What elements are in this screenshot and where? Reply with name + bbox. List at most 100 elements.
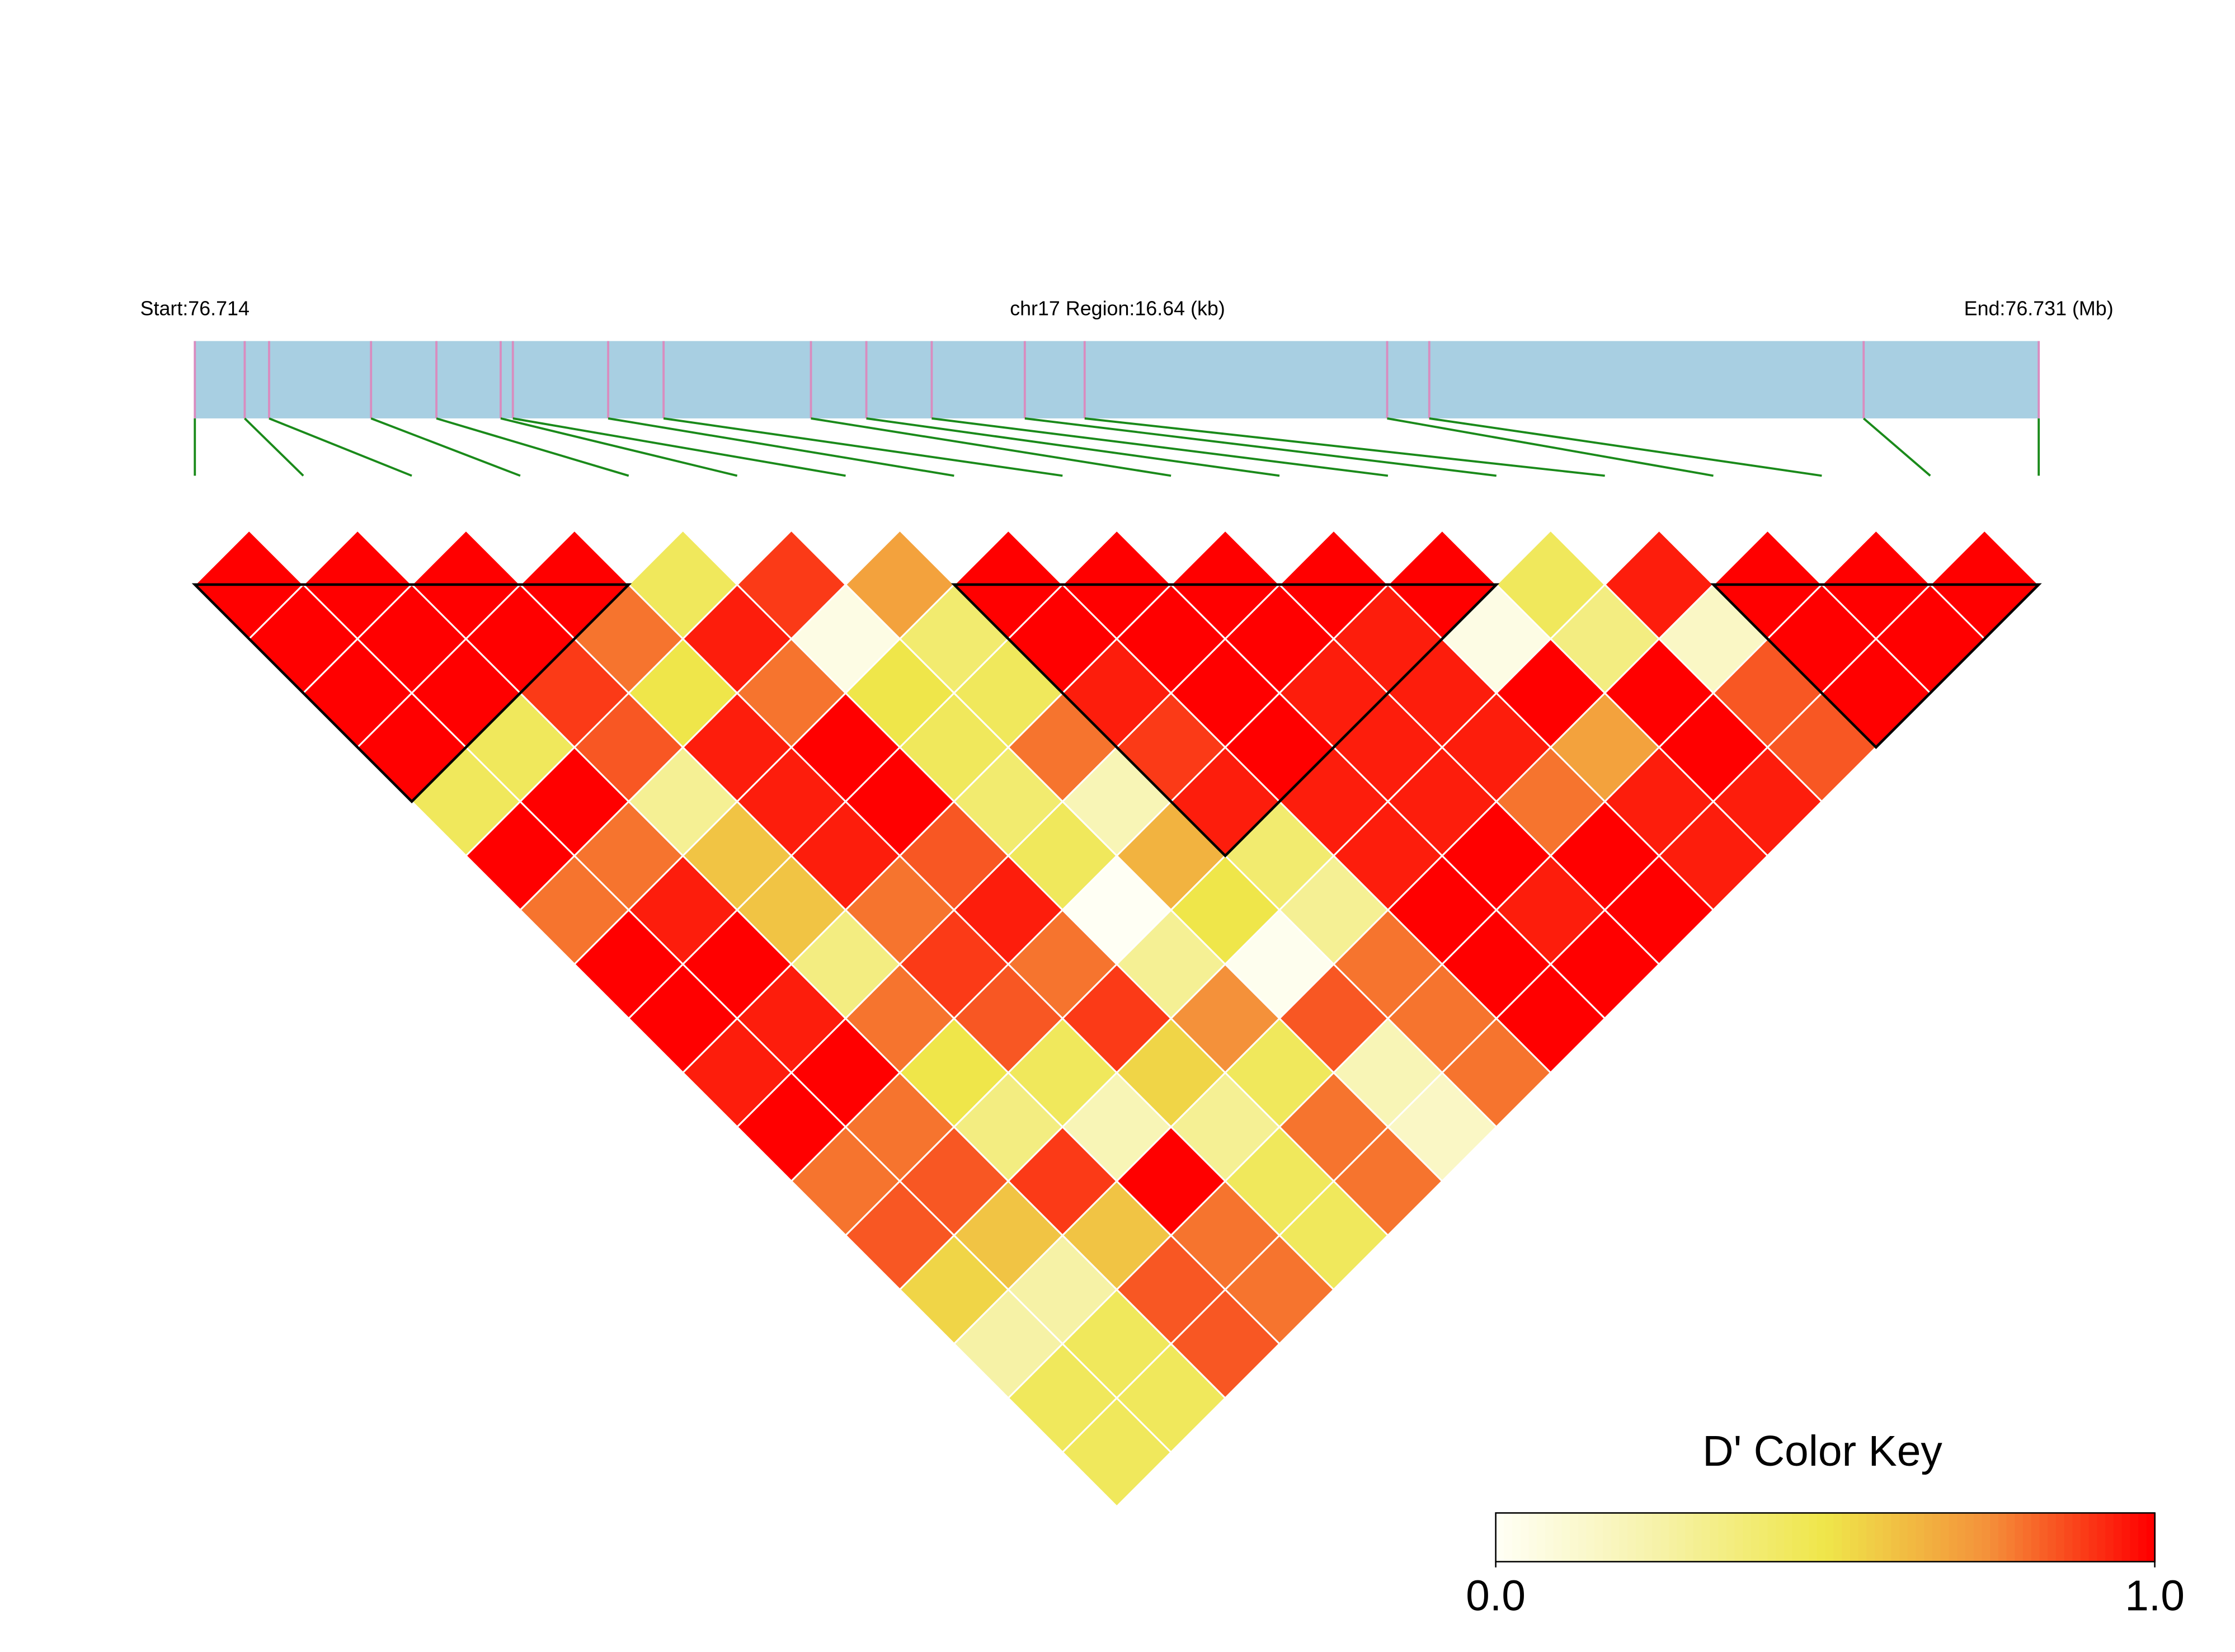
key-swatch xyxy=(1701,1513,1711,1562)
key-swatch xyxy=(1726,1513,1736,1562)
key-swatch xyxy=(1578,1513,1588,1562)
key-frame xyxy=(1495,1512,2156,1562)
key-swatch xyxy=(1537,1513,1546,1562)
snp-connector xyxy=(1084,417,1605,477)
snp-connector xyxy=(1429,417,1822,477)
key-title: D' Color Key xyxy=(1702,1427,1942,1475)
key-swatch xyxy=(1792,1513,1801,1562)
key-swatch xyxy=(1767,1513,1777,1562)
key-swatch xyxy=(1734,1513,1744,1562)
key-swatch xyxy=(2064,1513,2073,1562)
snp-connector xyxy=(500,417,738,477)
key-swatch xyxy=(1776,1513,1785,1562)
ld-block xyxy=(951,583,1500,858)
key-swatch xyxy=(1495,1513,1505,1562)
key-swatch xyxy=(1924,1513,1933,1562)
key-swatch xyxy=(2105,1513,2115,1562)
key-swatch xyxy=(2130,1513,2139,1562)
key-swatch xyxy=(1759,1513,1769,1562)
key-swatch xyxy=(1883,1513,1892,1562)
key-swatch xyxy=(2081,1513,2090,1562)
snp-connector xyxy=(1387,417,1714,477)
key-swatch xyxy=(1553,1513,1563,1562)
key-swatch xyxy=(1644,1513,1653,1562)
ld-block xyxy=(191,583,632,803)
key-swatch xyxy=(1619,1513,1629,1562)
key-swatch xyxy=(2138,1513,2148,1562)
key-swatch xyxy=(1998,1513,2008,1562)
key-swatch xyxy=(1635,1513,1645,1562)
key-swatch xyxy=(2015,1513,2024,1562)
key-swatch xyxy=(2055,1513,2065,1562)
key-swatch xyxy=(1751,1513,1761,1562)
region-bar xyxy=(195,341,2039,418)
key-swatch xyxy=(1842,1513,1851,1562)
key-swatch xyxy=(1800,1513,1810,1562)
key-swatch xyxy=(1594,1513,1604,1562)
key-swatch xyxy=(1718,1513,1728,1562)
key-swatch xyxy=(1677,1513,1686,1562)
key-swatch xyxy=(1668,1513,1678,1562)
snp-connector xyxy=(244,417,304,477)
key-swatch xyxy=(1932,1513,1942,1562)
snp-connector xyxy=(1862,417,1931,477)
snp-connector xyxy=(608,417,954,477)
key-swatch xyxy=(1685,1513,1695,1562)
key-swatch xyxy=(1891,1513,1900,1562)
key-swatch xyxy=(1710,1513,1719,1562)
key-swatch xyxy=(1965,1513,1975,1562)
key-swatch xyxy=(1990,1513,1999,1562)
snp-connector xyxy=(370,417,521,477)
snp-connector xyxy=(663,417,1063,477)
key-swatch xyxy=(2072,1513,2082,1562)
key-swatch xyxy=(1907,1513,1917,1562)
snp-connector xyxy=(811,417,1171,477)
key-swatch xyxy=(1809,1513,1818,1562)
snp-connector xyxy=(931,417,1389,477)
key-swatch xyxy=(2097,1513,2106,1562)
key-swatch xyxy=(1693,1513,1703,1562)
region-label: chr17 Region:16.64 (kb) xyxy=(1010,298,1225,320)
key-swatch xyxy=(2031,1513,2040,1562)
snp-connector xyxy=(866,417,1280,477)
key-swatch xyxy=(2022,1513,2032,1562)
key-swatch xyxy=(1652,1513,1662,1562)
key-swatch xyxy=(2113,1513,2123,1562)
key-swatch xyxy=(1545,1513,1555,1562)
key-swatch xyxy=(1973,1513,1983,1562)
key-swatch xyxy=(1784,1513,1794,1562)
key-swatch xyxy=(2088,1513,2098,1562)
key-swatch xyxy=(1504,1513,1513,1562)
key-swatch xyxy=(2006,1513,2016,1562)
key-swatch xyxy=(1899,1513,1909,1562)
key-swatch xyxy=(2048,1513,2057,1562)
key-tick-label: 1.0 xyxy=(2125,1572,2185,1620)
key-swatch xyxy=(1520,1513,1530,1562)
key-swatch xyxy=(2146,1513,2156,1562)
key-swatch xyxy=(1660,1513,1670,1562)
end-label: End:76.731 (Mb) xyxy=(1964,298,2114,320)
key-swatch xyxy=(1561,1513,1571,1562)
key-swatch xyxy=(1627,1513,1637,1562)
start-label: Start:76.714 xyxy=(140,298,250,320)
key-swatch xyxy=(1858,1513,1867,1562)
key-swatch xyxy=(1833,1513,1843,1562)
snp-connector xyxy=(269,417,412,477)
key-swatch xyxy=(1570,1513,1579,1562)
key-tick-label: 0.0 xyxy=(1466,1572,1526,1620)
key-swatch xyxy=(1982,1513,1991,1562)
key-swatch xyxy=(1528,1513,1538,1562)
key-swatch xyxy=(2039,1513,2049,1562)
snp-connector xyxy=(436,417,629,477)
key-swatch xyxy=(1850,1513,1860,1562)
snp-connector xyxy=(1024,417,1497,477)
key-swatch xyxy=(2121,1513,2131,1562)
key-swatch xyxy=(1916,1513,1925,1562)
key-swatch xyxy=(1603,1513,1612,1562)
key-swatch xyxy=(1611,1513,1620,1562)
key-swatch xyxy=(1874,1513,1884,1562)
snp-connector xyxy=(512,417,846,477)
key-swatch xyxy=(1957,1513,1966,1562)
